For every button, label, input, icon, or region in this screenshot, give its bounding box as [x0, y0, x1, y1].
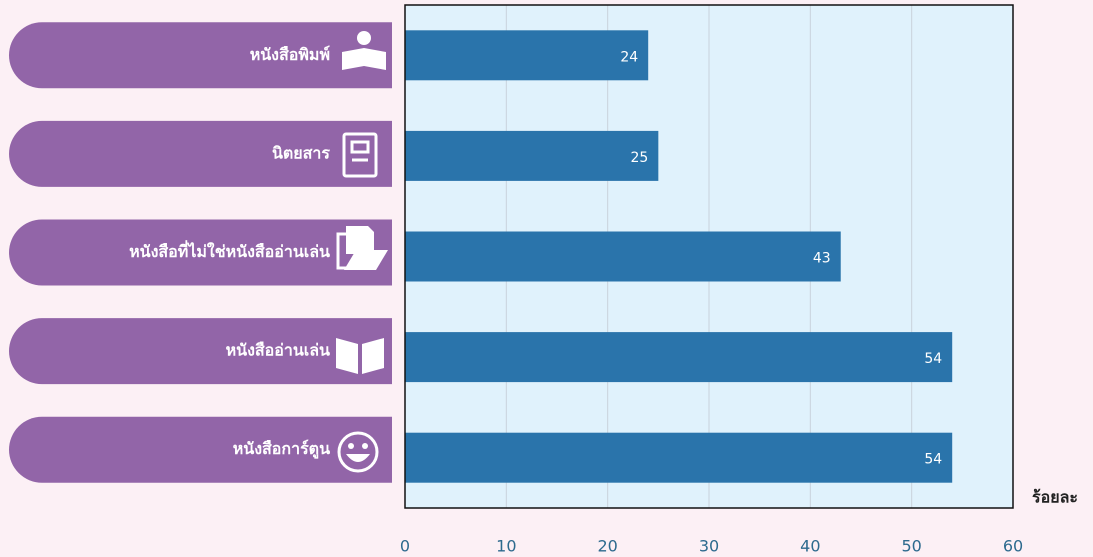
y-tick-label: หนังสือที่ไม่ใช่หนังสืออ่านเล่น [129, 240, 330, 261]
value-label: 43 [813, 251, 831, 267]
bars: 24 25 43 54 54 [405, 30, 953, 483]
x-tick-label: 20 [597, 537, 617, 556]
x-tick-label: 10 [496, 537, 516, 556]
x-axis-label: ร้อยละ [1032, 488, 1078, 507]
value-label: 54 [924, 351, 942, 367]
x-tick-label: 0 [400, 537, 410, 556]
value-label: 25 [631, 150, 649, 166]
bar [405, 30, 649, 81]
icon-magazine [342, 132, 378, 178]
plot-border [404, 4, 1014, 509]
category-labels: หนังสือพิมพ์นิตยสารหนังสือที่ไม่ใช่หนังส… [8, 22, 392, 483]
bar [405, 130, 659, 181]
y-tick-label: หนังสือพิมพ์ [250, 45, 330, 64]
y-tick-label: หนังสือการ์ตูน [233, 439, 330, 460]
x-tick-label: 60 [1003, 537, 1023, 556]
category-pill [8, 416, 392, 483]
x-tick-label: 40 [800, 537, 820, 556]
y-tick-label: หนังสืออ่านเล่น [226, 341, 330, 360]
category-pill [8, 318, 392, 385]
category-pill [8, 22, 392, 89]
bar [405, 332, 953, 383]
y-tick-label: นิตยสาร [272, 143, 330, 162]
value-label: 24 [620, 49, 638, 65]
x-tick-label: 50 [901, 537, 921, 556]
value-label: 54 [924, 452, 942, 468]
icon-book [336, 338, 384, 374]
bar [405, 231, 841, 282]
icon-newspaper [342, 31, 386, 70]
category-pill [9, 120, 392, 187]
bar [405, 432, 953, 483]
icon-smiley [337, 431, 379, 473]
icon-document [336, 226, 388, 270]
category-pill [9, 219, 392, 286]
x-tick-label: 30 [699, 537, 719, 556]
